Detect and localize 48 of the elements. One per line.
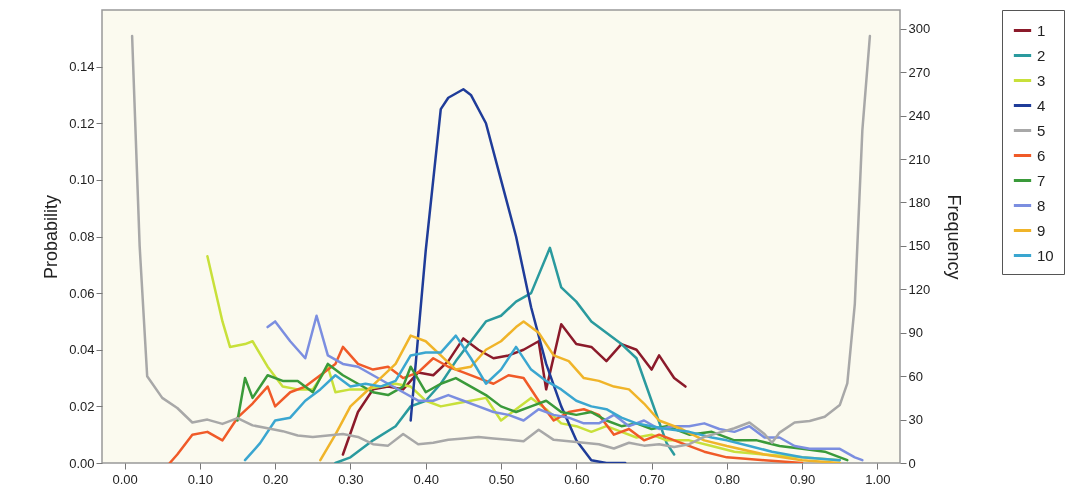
y-tick-label: 0.00 bbox=[69, 455, 95, 471]
y2-tick-label: 90 bbox=[908, 325, 923, 341]
line-series bbox=[409, 88, 627, 463]
legend-label: 2 bbox=[1037, 46, 1046, 64]
y-tick-label: 0.12 bbox=[69, 115, 95, 131]
y2-tick-label: 240 bbox=[908, 108, 931, 124]
line-series bbox=[266, 314, 864, 462]
x-tick-label: 0.90 bbox=[789, 471, 816, 487]
x-tick-label: 0.40 bbox=[413, 471, 439, 487]
legend-label: 10 bbox=[1037, 246, 1054, 264]
y2-tick-label: 120 bbox=[908, 281, 931, 297]
line-series bbox=[130, 34, 872, 450]
legend-label: 9 bbox=[1037, 221, 1046, 239]
line-series bbox=[243, 334, 842, 462]
y-tick-label: 0.14 bbox=[69, 59, 95, 75]
x-tick-label: 0.60 bbox=[564, 471, 590, 487]
y2-tick-label: 30 bbox=[908, 412, 923, 428]
x-tick-label: 0.20 bbox=[262, 471, 289, 487]
y-tick-label: 0.10 bbox=[69, 172, 95, 188]
legend-label: 1 bbox=[1037, 21, 1046, 39]
x-tick-label: 0.00 bbox=[112, 471, 138, 487]
y2-tick-label: 210 bbox=[908, 151, 931, 167]
legend-label: 8 bbox=[1037, 196, 1046, 214]
y-tick-label: 0.08 bbox=[69, 229, 95, 244]
legend-label: 3 bbox=[1037, 71, 1046, 89]
x-tick-label: 1.00 bbox=[865, 471, 891, 487]
y-tick-label: 0.06 bbox=[69, 285, 95, 301]
legend-label: 6 bbox=[1037, 146, 1046, 164]
y-axis-title: Probability bbox=[41, 194, 62, 280]
x-tick-label: 0.70 bbox=[639, 471, 665, 487]
line-series bbox=[334, 246, 676, 463]
x-tick-label: 0.30 bbox=[338, 471, 364, 487]
y2-tick-label: 0 bbox=[908, 455, 916, 471]
y2-tick-label: 270 bbox=[908, 64, 931, 80]
legend-label: 5 bbox=[1037, 121, 1046, 139]
line-series bbox=[319, 320, 842, 463]
legend-label: 4 bbox=[1037, 96, 1046, 114]
y2-tick-label: 180 bbox=[908, 194, 931, 210]
x-tick-label: 0.10 bbox=[187, 471, 214, 487]
y2-tick-label: 60 bbox=[908, 368, 923, 384]
y-tick-label: 0.04 bbox=[69, 342, 95, 358]
legend-label: 7 bbox=[1037, 171, 1046, 189]
x-tick-label: 0.50 bbox=[488, 471, 515, 487]
y2-tick-label: 300 bbox=[908, 21, 931, 37]
y2-axis-title: Frequency bbox=[944, 194, 965, 280]
y2-tick-label: 150 bbox=[908, 238, 931, 254]
x-tick-label: 0.80 bbox=[714, 471, 741, 487]
y-tick-label: 0.02 bbox=[69, 398, 95, 414]
